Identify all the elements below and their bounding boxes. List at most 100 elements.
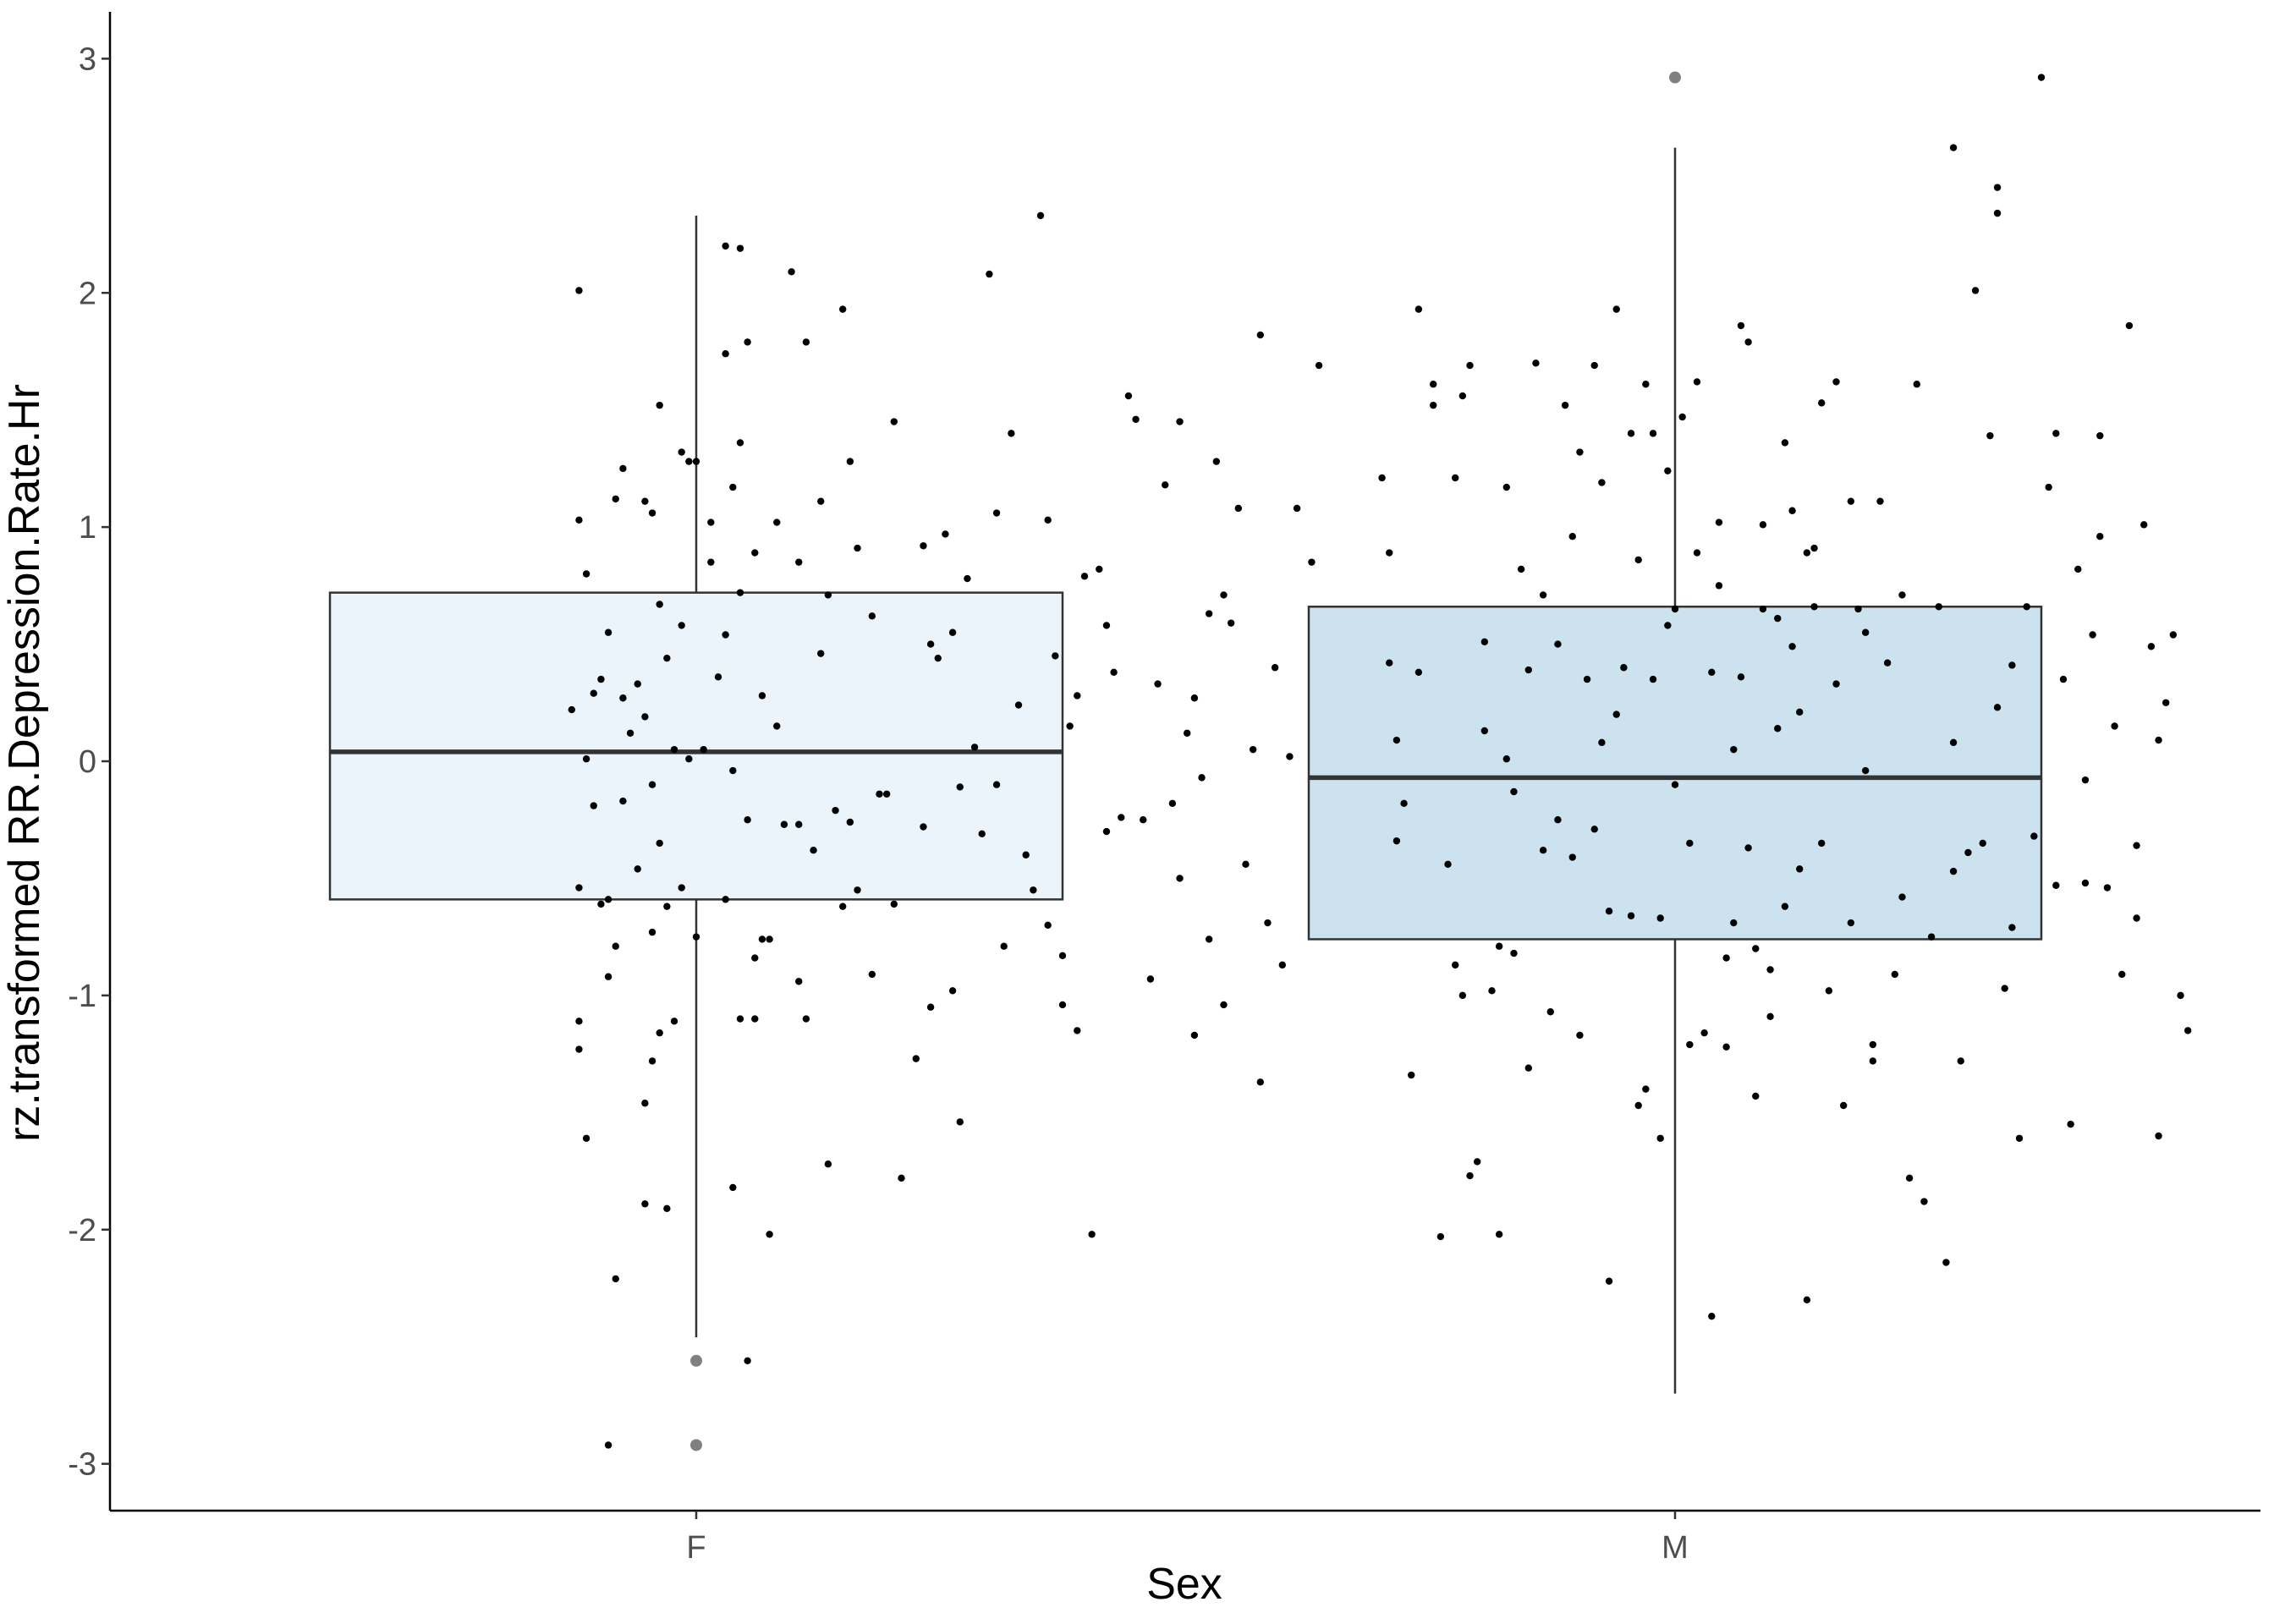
data-point bbox=[1436, 1232, 1445, 1241]
data-point bbox=[2162, 699, 2170, 706]
data-point bbox=[1737, 321, 1745, 330]
data-point bbox=[1883, 659, 1892, 667]
data-point bbox=[1605, 1277, 1613, 1285]
data-point bbox=[1058, 952, 1067, 960]
data-point bbox=[2177, 991, 2184, 1000]
data-point bbox=[1590, 826, 1598, 833]
data-point bbox=[1898, 893, 1906, 901]
data-point bbox=[582, 570, 590, 578]
data-point bbox=[1774, 725, 1782, 732]
data-point bbox=[1000, 942, 1008, 950]
data-point bbox=[634, 680, 641, 688]
data-point bbox=[1730, 745, 1738, 754]
data-point bbox=[656, 1029, 663, 1037]
data-point bbox=[1249, 745, 1257, 754]
data-point bbox=[1036, 211, 1045, 220]
data-point bbox=[2059, 675, 2068, 683]
data-point bbox=[1386, 659, 1393, 667]
data-point bbox=[1044, 516, 1052, 524]
data-point bbox=[736, 439, 744, 447]
data-point bbox=[2133, 842, 2140, 849]
data-point bbox=[1708, 1312, 1716, 1320]
data-point bbox=[1532, 359, 1540, 367]
data-point bbox=[1737, 673, 1745, 681]
data-point bbox=[1634, 556, 1642, 564]
data-point bbox=[1414, 668, 1423, 676]
data-point bbox=[1825, 987, 1833, 995]
data-point bbox=[2074, 565, 2082, 573]
data-point bbox=[656, 839, 663, 848]
data-point bbox=[2008, 924, 2016, 931]
data-point bbox=[1168, 799, 1177, 808]
data-point bbox=[1074, 692, 1081, 700]
data-point bbox=[1818, 399, 1826, 407]
data-point bbox=[1861, 628, 1870, 636]
data-point bbox=[648, 509, 656, 517]
data-point bbox=[1022, 851, 1030, 859]
data-point bbox=[1839, 1101, 1848, 1110]
data-point bbox=[1480, 727, 1489, 735]
data-point bbox=[1576, 448, 1584, 456]
data-point bbox=[744, 1357, 751, 1365]
data-point bbox=[2133, 914, 2140, 922]
data-point bbox=[1847, 497, 1855, 505]
data-point bbox=[1583, 675, 1591, 683]
data-point bbox=[714, 673, 722, 681]
data-point bbox=[1730, 919, 1738, 927]
data-point bbox=[978, 830, 986, 838]
data-point bbox=[773, 518, 781, 526]
data-point bbox=[1642, 381, 1650, 388]
data-point bbox=[1803, 1296, 1811, 1304]
data-point bbox=[926, 1003, 935, 1011]
data-point bbox=[1818, 839, 1826, 848]
data-point bbox=[575, 1018, 583, 1025]
data-point bbox=[678, 448, 685, 456]
data-point bbox=[992, 509, 1001, 517]
data-point bbox=[868, 970, 876, 979]
data-point bbox=[1971, 287, 1980, 294]
data-point bbox=[597, 675, 605, 683]
data-point bbox=[619, 797, 627, 805]
data-point bbox=[817, 650, 825, 657]
data-point bbox=[1220, 1001, 1228, 1009]
data-point bbox=[1110, 668, 1118, 676]
data-point bbox=[1627, 912, 1635, 919]
data-point bbox=[1634, 1101, 1642, 1110]
data-point bbox=[1898, 591, 1906, 599]
data-point bbox=[795, 820, 803, 828]
data-point bbox=[934, 654, 942, 662]
data-point bbox=[729, 766, 737, 775]
data-point bbox=[1810, 603, 1818, 611]
data-point bbox=[1473, 1158, 1481, 1166]
data-point bbox=[802, 338, 810, 346]
data-point bbox=[612, 495, 619, 503]
data-point bbox=[1286, 753, 1294, 760]
data-point bbox=[1949, 144, 1958, 151]
data-point bbox=[1088, 1231, 1096, 1238]
data-point bbox=[1154, 680, 1162, 688]
data-point bbox=[1030, 886, 1037, 894]
data-point bbox=[1715, 518, 1723, 526]
data-point bbox=[1993, 209, 2002, 217]
data-point bbox=[1220, 591, 1228, 599]
data-point bbox=[1671, 781, 1679, 788]
data-point bbox=[678, 884, 685, 892]
data-point bbox=[1986, 431, 1994, 440]
data-point bbox=[1308, 558, 1316, 566]
data-point bbox=[634, 865, 641, 873]
data-point bbox=[1678, 413, 1686, 421]
data-point bbox=[2052, 430, 2060, 437]
data-point bbox=[707, 518, 715, 526]
data-point bbox=[1206, 935, 1213, 943]
data-point bbox=[1190, 1031, 1199, 1040]
data-point bbox=[744, 338, 751, 346]
data-point bbox=[575, 287, 583, 294]
data-point bbox=[692, 933, 700, 941]
y-tick-label: -1 bbox=[68, 979, 96, 1014]
data-point bbox=[1957, 1057, 1964, 1065]
data-point bbox=[604, 973, 612, 980]
data-point bbox=[1271, 664, 1279, 672]
data-point bbox=[2067, 1120, 2074, 1128]
data-point bbox=[1722, 954, 1730, 962]
